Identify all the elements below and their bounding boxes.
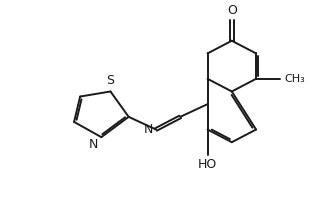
Text: N: N [144, 123, 153, 136]
Text: HO: HO [198, 158, 217, 171]
Text: N: N [88, 138, 98, 151]
Text: O: O [227, 4, 237, 17]
Text: S: S [106, 74, 115, 87]
Text: CH₃: CH₃ [284, 74, 305, 84]
